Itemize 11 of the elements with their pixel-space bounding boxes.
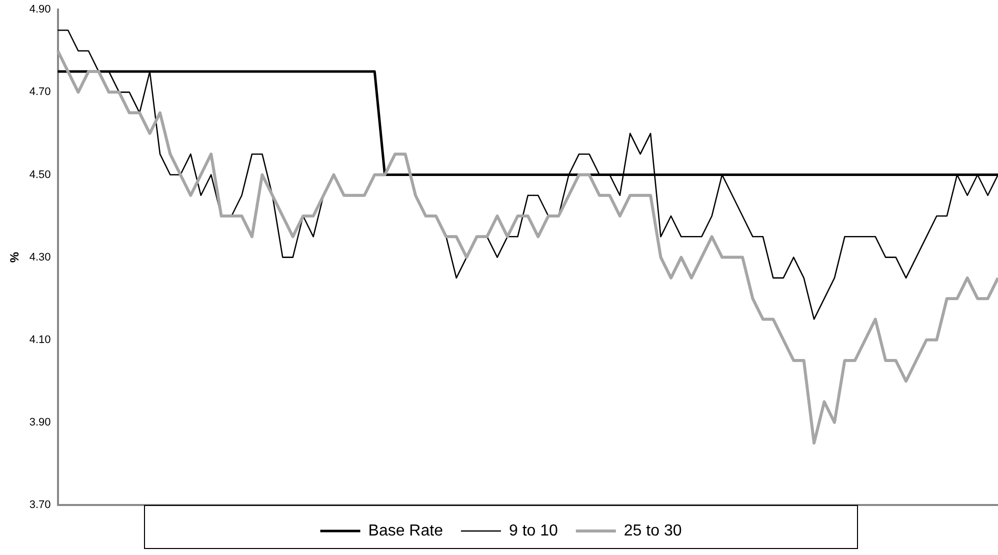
y-tick-label: 4.10 (29, 334, 51, 346)
y-tick-label: 4.70 (29, 86, 51, 98)
y-tick-label: 4.30 (29, 251, 51, 264)
y-tick-label: 3.70 (29, 499, 51, 512)
y-tick-label: 4.50 (29, 168, 51, 181)
y-axis-title: % (8, 252, 22, 263)
y-tick-label: 4.90 (29, 4, 51, 16)
legend-label: 25 to 30 (624, 522, 682, 540)
y-tick-label: 3.90 (29, 416, 51, 428)
legend-label: 9 to 10 (508, 522, 558, 540)
legend-label: Base Rate (368, 522, 444, 540)
